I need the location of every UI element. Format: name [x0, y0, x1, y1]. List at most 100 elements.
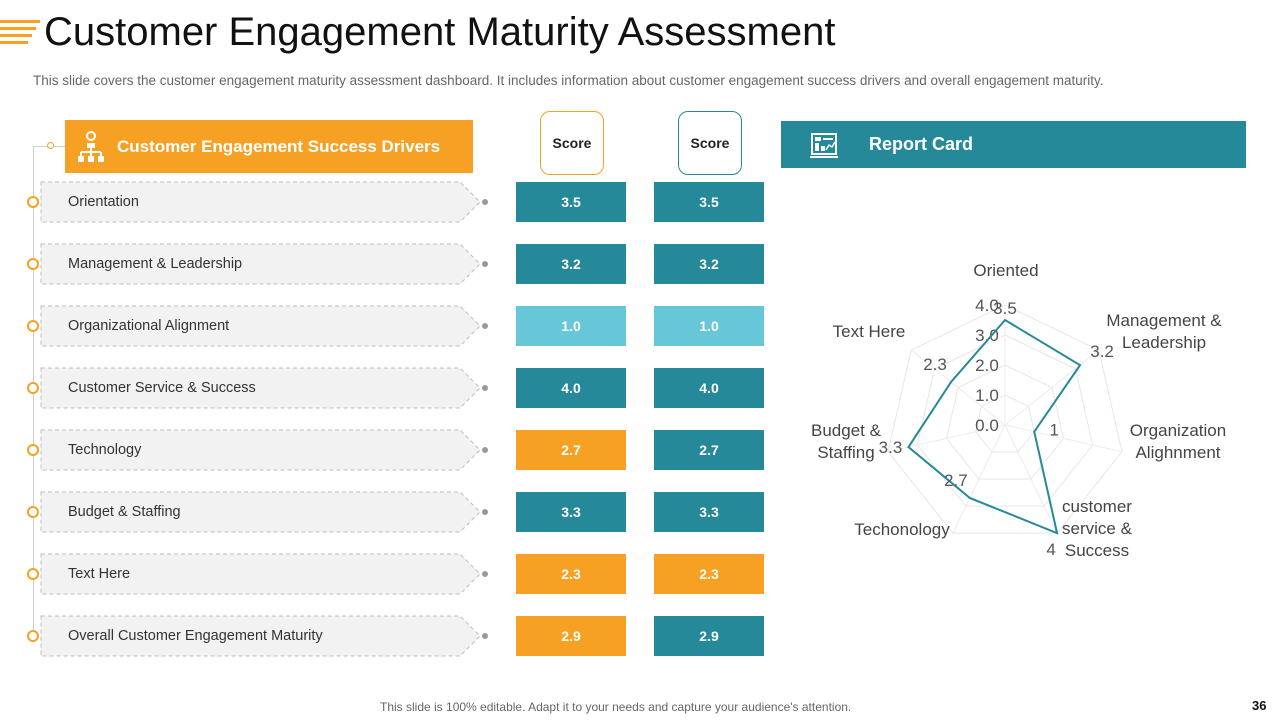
radar-tick-label: 0.0 — [975, 416, 999, 435]
radar-value-label: 2.3 — [923, 355, 947, 374]
score-cell-2: 2.7 — [654, 430, 764, 470]
radar-value-label: 3.5 — [993, 299, 1017, 318]
timeline-dot — [27, 506, 39, 518]
score-cell-2: 3.2 — [654, 244, 764, 284]
title-accent — [0, 20, 40, 50]
driver-label: Text Here — [68, 566, 131, 582]
radar-axis-label: Text Here — [833, 322, 906, 341]
driver-label: Customer Service & Success — [68, 380, 256, 396]
timeline-dot — [27, 196, 39, 208]
driver-label: Orientation — [68, 194, 139, 210]
score-header-1: Score — [540, 111, 604, 175]
score-cell-1: 2.3 — [516, 554, 626, 594]
radar-tick-label: 3.0 — [975, 326, 999, 345]
timeline-dot — [27, 258, 39, 270]
report-icon — [781, 131, 869, 159]
driver-label: Management & Leadership — [68, 256, 243, 272]
drivers-header-title: Customer Engagement Success Drivers — [117, 136, 441, 156]
radar-series-line — [907, 318, 1082, 535]
radar-grid-ring — [887, 304, 1123, 534]
driver-label-box: Organizational Alignment — [40, 305, 490, 347]
score-cell-1: 1.0 — [516, 306, 626, 346]
arrow-shape — [40, 615, 488, 657]
radar-axis-label: Techonology — [854, 520, 950, 539]
radar-tick-label: 4.0 — [975, 296, 999, 315]
radar-value-label: 2.7 — [944, 471, 968, 490]
page-title: Customer Engagement Maturity Assessment — [44, 10, 836, 54]
footer-note: This slide is 100% editable. Adapt it to… — [380, 700, 852, 714]
radar-value-label: 3.3 — [879, 438, 903, 457]
score-cell-2: 3.3 — [654, 492, 764, 532]
page-number: 36 — [1252, 698, 1267, 713]
report-card-title: Report Card — [869, 134, 974, 154]
timeline-dot — [27, 568, 39, 580]
arrow-shape — [40, 305, 488, 347]
arrow-shape — [40, 243, 488, 285]
score-cell-2: 3.5 — [654, 182, 764, 222]
score-cell-1: 2.7 — [516, 430, 626, 470]
radar-grid-ring — [975, 394, 1035, 453]
score-cell-2: 1.0 — [654, 306, 764, 346]
driver-label-box: Customer Service & Success — [40, 367, 490, 409]
radar-grid-ring — [945, 364, 1065, 480]
driver-row: Overall Customer Engagement Maturity 2.9 2… — [0, 615, 1280, 657]
driver-row: Orientation 3.5 3.5 — [0, 181, 1280, 223]
radar-axis-label: customer service & Success — [1062, 497, 1133, 560]
radar-tick-label: 2.0 — [975, 356, 999, 375]
page-subtitle: This slide covers the customer engagemen… — [33, 73, 1104, 88]
timeline-dot — [27, 630, 39, 642]
driver-label-box: Technology — [40, 429, 490, 471]
driver-label-box: Budget & Staffing — [40, 491, 490, 533]
arrow-shape — [40, 181, 488, 223]
radar-spoke — [1004, 424, 1123, 453]
arrow-shape — [40, 429, 488, 471]
score-cell-2: 4.0 — [654, 368, 764, 408]
org-chart-icon — [65, 130, 117, 164]
arrow-shape — [40, 491, 488, 533]
timeline-dot — [27, 444, 39, 456]
timeline-dot — [27, 382, 39, 394]
timeline-dot — [27, 320, 39, 332]
radar-tick-label: 1.0 — [975, 386, 999, 405]
radar-grid-ring — [916, 334, 1094, 507]
radar-axis-label: Management & Leadership — [1106, 311, 1222, 352]
driver-label-box: Overall Customer Engagement Maturity — [40, 615, 490, 657]
score-cell-1: 3.3 — [516, 492, 626, 532]
score-cell-1: 4.0 — [516, 368, 626, 408]
score-header-2: Score — [678, 111, 742, 175]
driver-row: Text Here 2.3 2.3 — [0, 553, 1280, 595]
score-cell-2: 2.9 — [654, 616, 764, 656]
report-card-header: Report Card — [781, 121, 1246, 168]
arrow-shape — [40, 553, 488, 595]
driver-label: Organizational Alignment — [68, 318, 230, 334]
driver-row: Customer Service & Success 4.0 4.0 — [0, 367, 1280, 409]
radar-spoke — [910, 349, 1006, 426]
driver-row: Management & Leadership 3.2 3.2 — [0, 243, 1280, 285]
score-cell-1: 2.9 — [516, 616, 626, 656]
radar-chart: 0.0 1.0 2.0 3.0 4.03.5 3.2 1 4 2.7 3.3 2.3 Oriented… — [811, 261, 1226, 560]
driver-label: Technology — [68, 442, 142, 458]
timeline-start-dot — [47, 142, 54, 149]
arrow-shape — [40, 367, 488, 409]
score-cell-1: 3.2 — [516, 244, 626, 284]
radar-axis-label: Oriented — [973, 261, 1038, 280]
radar-value-label: 4 — [1046, 540, 1055, 559]
radar-axis-label: Organization Alighnment — [1130, 421, 1226, 462]
driver-row: Budget & Staffing 3.3 3.3 — [0, 491, 1280, 533]
radar-spoke — [1004, 349, 1100, 426]
radar-value-label: 1 — [1050, 421, 1059, 440]
driver-label: Overall Customer Engagement Maturity — [68, 628, 323, 644]
driver-label-box: Orientation — [40, 181, 490, 223]
radar-spoke — [1004, 424, 1058, 534]
driver-label: Budget & Staffing — [68, 504, 181, 520]
driver-row: Organizational Alignment 1.0 1.0 — [0, 305, 1280, 347]
radar-value-label: 3.2 — [1090, 342, 1114, 361]
driver-row: Technology 2.7 2.7 — [0, 429, 1280, 471]
score-cell-2: 2.3 — [654, 554, 764, 594]
radar-spoke — [952, 424, 1006, 534]
drivers-header: Customer Engagement Success Drivers — [65, 120, 473, 173]
score-cell-1: 3.5 — [516, 182, 626, 222]
driver-label-box: Text Here — [40, 553, 490, 595]
driver-label-box: Management & Leadership — [40, 243, 490, 285]
radar-axis-label: Budget & Staffing — [811, 421, 882, 462]
